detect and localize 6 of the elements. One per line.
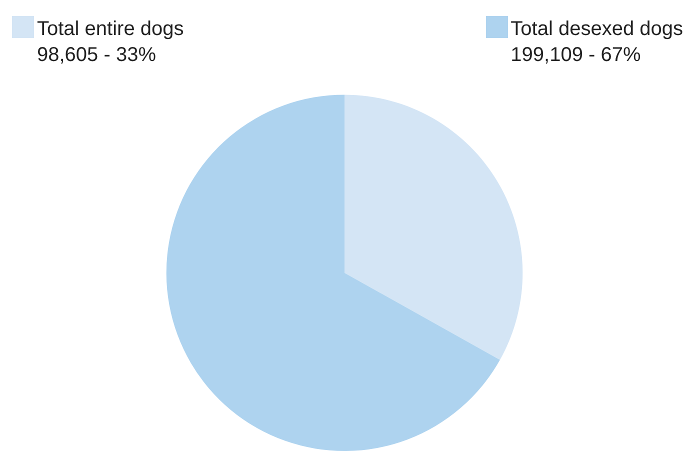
data-label: 199,109 - 67% [510, 43, 642, 68]
data-label: 98,605 - 33% [36, 43, 157, 68]
legend-label: Total desexed dogs [510, 18, 683, 40]
pie-slice [166, 94, 500, 451]
pie-slice [344, 94, 523, 360]
legend-label: Total entire dogs [37, 18, 184, 40]
